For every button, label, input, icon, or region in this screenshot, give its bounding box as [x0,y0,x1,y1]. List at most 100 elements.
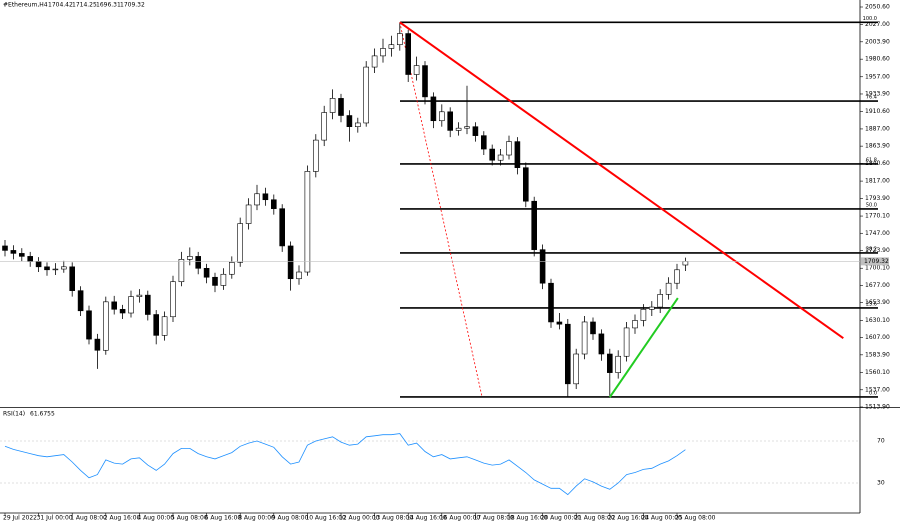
y-tick-label: 1863.90 [865,143,890,150]
y-tick-label: 2027.00 [865,21,890,28]
candle-body [581,321,588,355]
last-low: 1696.31 [96,2,121,9]
candle-body [371,55,378,68]
candle-body [413,65,420,75]
candle-body [77,290,84,312]
candle-body [648,306,655,310]
candle-body [346,115,353,127]
candle-body [119,308,126,314]
candle-body [657,294,664,308]
fib-label: 76.4 [866,95,877,101]
candle-body [69,266,75,291]
candle-body [623,327,630,357]
candle-body [212,276,218,286]
candle-body [296,271,302,280]
candle-body [203,268,210,278]
candle-body [136,294,143,297]
fib-label: 50.0 [866,202,877,208]
y-tick-label: 1630.10 [865,317,890,324]
last-open: 1704.42 [48,2,73,9]
fib-label: 100.0 [863,16,877,22]
candle-body [304,171,311,273]
candle-body [640,308,647,321]
candle-body [254,193,260,206]
y-tick-label: 1653.90 [865,299,890,306]
chart-title: #Ethereum,H4 [3,2,48,9]
candle-body [606,353,613,373]
x-tick-label: 2 Aug 16:00 [104,515,141,522]
candle-body [128,296,134,314]
candle-body [354,122,361,127]
chart-header: #Ethereum,H4 1704.42 1714.25 1696.31 170… [3,2,145,9]
candle-body [245,204,252,224]
candle-body [2,245,8,251]
candle-body [60,266,67,270]
candle-body [27,256,34,262]
candle-body [480,135,487,150]
trendline [608,297,679,398]
y-tick-label: 1770.10 [865,213,890,220]
y-tick-label: 2003.90 [865,38,890,45]
y-tick-label: 1887.00 [865,125,890,132]
candle-body [548,282,554,323]
candle-body [287,245,294,280]
candle-body [388,44,395,49]
candle-body [178,259,185,283]
candle-body [229,262,235,275]
y-tick-label: 1723.90 [865,247,890,254]
candle-body [329,98,336,113]
candle-body [447,111,454,131]
candle-body [506,141,512,156]
y-tick-label: 1677.00 [865,282,890,289]
candle-body [10,250,17,254]
candle-body [464,126,470,129]
y-tick-label: 1980.60 [865,56,890,63]
fib-label: 0.0 [869,390,877,396]
y-tick-label: 1910.60 [865,108,890,115]
candle-body [564,323,571,385]
y-tick-label: 1700.10 [865,265,890,272]
x-tick-label: 1 Aug 08:00 [70,515,107,522]
candle-body [220,273,227,286]
candle-body [18,253,25,257]
x-tick-label: 4 Aug 00:00 [137,515,174,522]
current-price-label: 1709.32 [864,258,889,265]
candle-body [279,208,286,247]
candle-body [145,294,151,315]
candle-body [522,167,529,202]
candle-body [438,111,445,122]
fib-label: 23.6 [866,301,877,307]
x-tick-label: 24 Aug 00:00 [641,515,682,522]
x-tick-label: 10 Aug 16:00 [305,515,346,522]
rsi-line [4,433,686,496]
candle-body [363,66,370,124]
rsi-tick-label: 30 [877,480,885,487]
x-tick-label: 29 Jul 2022 [3,515,37,522]
candle-body [237,223,243,263]
candle-body [111,301,117,310]
candle-body [665,282,672,295]
current-price-box [861,257,889,266]
y-tick-label: 1747.00 [865,230,890,237]
candle-body [615,355,622,373]
x-tick-label: 21 Aug 08:00 [574,515,615,522]
candle-body [539,249,546,284]
y-tick-label: 1793.90 [865,195,890,202]
x-tick-label: 20 Aug 00:00 [541,515,582,522]
x-tick-label: 9 Aug 08:00 [272,515,309,522]
y-tick-label: 1957.00 [865,73,890,80]
x-tick-label: 25 Aug 08:00 [675,515,716,522]
y-tick-label: 1537.00 [865,386,890,393]
candle-body [632,320,638,329]
candle-body [682,261,689,266]
x-tick-label: 13 Aug 08:00 [373,515,414,522]
y-tick-label: 1607.00 [865,334,890,341]
x-tick-label: 18 Aug 16:00 [507,515,548,522]
candle-body [405,33,412,75]
candle-body [598,333,605,355]
candle-body [270,199,277,209]
candle-body [422,65,428,98]
candle-body [195,256,201,269]
x-tick-label: 6 Aug 16:00 [205,515,242,522]
candle-body [262,193,269,201]
